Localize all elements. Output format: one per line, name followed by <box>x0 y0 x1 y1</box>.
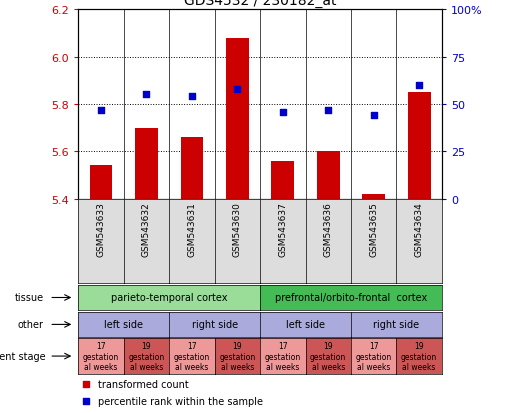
Bar <box>181 138 203 199</box>
Text: 19
gestation
al weeks: 19 gestation al weeks <box>401 342 437 371</box>
Text: 17
gestation
al weeks: 17 gestation al weeks <box>356 342 392 371</box>
Text: GSM543634: GSM543634 <box>415 202 424 256</box>
Text: 19
gestation
al weeks: 19 gestation al weeks <box>310 342 346 371</box>
Point <box>97 107 105 114</box>
Point <box>81 380 89 387</box>
Point <box>81 398 89 404</box>
Text: 19
gestation
al weeks: 19 gestation al weeks <box>128 342 165 371</box>
Title: GDS4532 / 230182_at: GDS4532 / 230182_at <box>184 0 336 8</box>
Bar <box>317 152 340 199</box>
Point <box>233 86 241 93</box>
Text: 17
gestation
al weeks: 17 gestation al weeks <box>83 342 119 371</box>
Text: GSM543631: GSM543631 <box>187 202 196 256</box>
Point <box>142 92 150 99</box>
Text: 19
gestation
al weeks: 19 gestation al weeks <box>219 342 256 371</box>
Point <box>415 83 423 89</box>
Text: right side: right side <box>191 320 238 330</box>
Text: GSM543635: GSM543635 <box>369 202 378 256</box>
Bar <box>272 161 294 199</box>
Text: parieto-temporal cortex: parieto-temporal cortex <box>111 293 227 303</box>
Point <box>324 107 332 114</box>
Text: development stage: development stage <box>0 351 45 361</box>
Bar <box>90 166 113 199</box>
Point <box>188 94 196 100</box>
Text: tissue: tissue <box>15 293 44 303</box>
Text: GSM543636: GSM543636 <box>324 202 333 256</box>
Text: other: other <box>18 320 44 330</box>
Bar <box>226 39 249 199</box>
Point <box>279 109 287 116</box>
Text: left side: left side <box>104 320 143 330</box>
Bar <box>408 93 431 199</box>
Bar <box>135 128 158 199</box>
Text: prefrontal/orbito-frontal  cortex: prefrontal/orbito-frontal cortex <box>275 293 427 303</box>
Text: 17
gestation
al weeks: 17 gestation al weeks <box>174 342 210 371</box>
Text: GSM543630: GSM543630 <box>233 202 242 256</box>
Text: GSM543632: GSM543632 <box>142 202 151 256</box>
Text: transformed count: transformed count <box>98 379 189 389</box>
Bar <box>363 195 385 199</box>
Text: left side: left side <box>286 320 325 330</box>
Text: 17
gestation
al weeks: 17 gestation al weeks <box>265 342 301 371</box>
Text: percentile rank within the sample: percentile rank within the sample <box>98 396 263 406</box>
Text: GSM543633: GSM543633 <box>96 202 106 256</box>
Point <box>370 113 378 119</box>
Text: right side: right side <box>373 320 420 330</box>
Text: GSM543637: GSM543637 <box>278 202 287 256</box>
